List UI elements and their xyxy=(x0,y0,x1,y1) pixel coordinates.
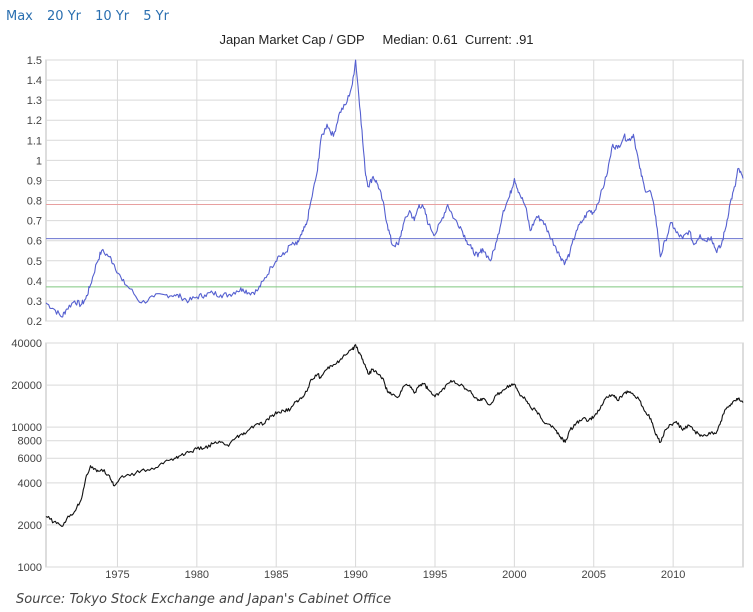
ratio-y-tick-label: 0.2 xyxy=(27,316,42,328)
range-max-button[interactable]: Max xyxy=(6,9,33,24)
chart-title: Japan Market Cap / GDP Median: 0.61 Curr… xyxy=(219,32,534,47)
ratio-plot-frame xyxy=(45,59,744,322)
index-y-tick-label: 40000 xyxy=(11,338,42,350)
ratio-y-tick-label: 0.9 xyxy=(27,175,42,187)
x-tick-label: 1990 xyxy=(343,569,367,581)
x-tick-label: 2005 xyxy=(582,569,606,581)
ratio-y-tick-label: 0.4 xyxy=(27,276,42,288)
index-y-tick-label: 8000 xyxy=(18,436,42,448)
range-20yr-button[interactable]: 20 Yr xyxy=(47,9,81,24)
source-note: Source: Tokyo Stock Exchange and Japan's… xyxy=(16,592,392,607)
ratio-y-tick-label: 1.5 xyxy=(27,55,42,67)
ratio-y-tick-label: 0.5 xyxy=(27,256,42,268)
ratio-y-tick-label: 1 xyxy=(36,155,42,167)
range-selector: Max 20 Yr 10 Yr 5 Yr xyxy=(6,9,179,24)
ratio-series-line xyxy=(45,59,744,318)
ratio-y-tick-label: 0.6 xyxy=(27,236,42,248)
range-5yr-button[interactable]: 5 Yr xyxy=(143,9,169,24)
ratio-y-tick-label: 1.4 xyxy=(27,75,42,87)
index-y-tick-label: 20000 xyxy=(11,380,42,392)
ratio-y-tick-label: 0.7 xyxy=(27,216,42,228)
x-tick-label: 1980 xyxy=(185,569,209,581)
index-plot-frame xyxy=(45,342,744,568)
ratio-y-tick-label: 1.3 xyxy=(27,95,42,107)
index-y-tick-label: 10000 xyxy=(11,422,42,434)
ratio-y-tick-label: 1.1 xyxy=(27,135,42,147)
x-tick-label: 2000 xyxy=(502,569,526,581)
ratio-y-tick-label: 0.3 xyxy=(27,296,42,308)
index-y-tick-label: 1000 xyxy=(18,562,42,574)
x-tick-label: 1975 xyxy=(105,569,129,581)
index-y-tick-label: 6000 xyxy=(18,453,42,465)
x-tick-label: 1985 xyxy=(264,569,288,581)
range-10yr-button[interactable]: 10 Yr xyxy=(95,9,130,24)
ratio-y-tick-label: 0.8 xyxy=(27,196,42,208)
x-tick-label: 2010 xyxy=(661,569,685,581)
ratio-y-tick-label: 1.2 xyxy=(27,115,42,127)
x-tick-label: 1995 xyxy=(423,569,447,581)
index-series-line xyxy=(45,344,744,527)
index-y-tick-label: 2000 xyxy=(18,520,42,532)
index-y-tick-label: 4000 xyxy=(18,478,42,490)
